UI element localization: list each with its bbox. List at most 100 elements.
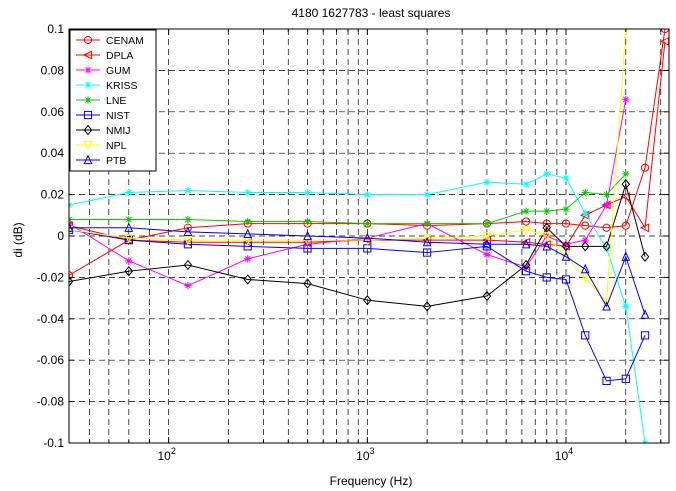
- data-point: [183, 226, 193, 236]
- data-point: [184, 215, 192, 224]
- legend-label: PTB: [106, 155, 126, 167]
- data-point: [82, 50, 93, 60]
- data-point: [243, 274, 252, 285]
- data-point: [422, 301, 432, 312]
- data-point: [244, 188, 252, 197]
- y-tick-label: 0.04: [41, 146, 65, 160]
- data-point: [124, 233, 134, 244]
- data-point: [580, 241, 590, 252]
- legend-box: [69, 29, 157, 172]
- data-point: [622, 170, 630, 178]
- legend-label: NMIJ: [106, 125, 131, 137]
- legend-item-gum: GUM: [76, 65, 131, 77]
- series-line: [69, 41, 666, 247]
- data-point: [482, 238, 492, 249]
- data-point: [243, 242, 252, 251]
- data-point: [183, 236, 193, 246]
- data-point: [602, 223, 611, 232]
- series-nist: [69, 225, 650, 385]
- data-point: [581, 188, 589, 197]
- data-point: [125, 188, 133, 197]
- chart-title: 4180 1627783 - least squares: [292, 6, 451, 20]
- legend-label: GUM: [106, 65, 131, 77]
- data-point: [423, 219, 431, 228]
- data-point: [303, 236, 312, 246]
- data-point: [482, 290, 492, 302]
- legend-item-lne: LNE: [76, 95, 126, 107]
- data-point: [483, 178, 491, 186]
- data-point: [124, 236, 133, 245]
- data-point: [660, 29, 669, 34]
- data-point: [522, 217, 531, 226]
- data-point: [84, 66, 92, 74]
- data-point: [69, 222, 74, 232]
- data-point: [303, 230, 312, 241]
- legend-item-nmij: NMIJ: [76, 124, 131, 137]
- data-point: [542, 273, 551, 282]
- data-point: [83, 124, 93, 136]
- data-point: [69, 276, 74, 287]
- data-point: [561, 219, 571, 228]
- tick-layer: -0.1 -0.08 -0.06 -0.04 -0.02 0 0.02 0.04 0.06 0.0…: [37, 22, 669, 463]
- data-point: [621, 251, 631, 261]
- data-point: [621, 179, 631, 190]
- series-line: [69, 99, 627, 287]
- data-point: [183, 240, 193, 249]
- y-tick-label: -0.06: [37, 353, 65, 367]
- data-point: [362, 232, 372, 243]
- data-point: [423, 191, 431, 199]
- data-point: [423, 248, 432, 257]
- data-point: [639, 223, 650, 233]
- data-point: [522, 207, 530, 215]
- data-point: [542, 240, 552, 251]
- y-tick-label: 0.08: [41, 63, 65, 77]
- y-tick-label: -0.1: [43, 436, 64, 450]
- data-point: [84, 81, 92, 89]
- series-clip-group: [69, 29, 669, 443]
- series-lne: [69, 170, 630, 228]
- series-line: [69, 227, 646, 315]
- data-point: [481, 235, 492, 245]
- data-point: [124, 266, 134, 277]
- data-point: [483, 219, 491, 228]
- data-point: [561, 251, 571, 261]
- series-ptb: [69, 222, 650, 319]
- data-point: [622, 302, 630, 310]
- data-point: [602, 376, 611, 385]
- y-axis-label: di (dB): [11, 222, 25, 257]
- data-point: [83, 140, 93, 151]
- data-point: [183, 223, 193, 232]
- legend-item-kriss: KRISS: [76, 80, 138, 92]
- data-point: [562, 174, 570, 182]
- legend-label: NIST: [106, 110, 131, 122]
- y-tick-label: 0.1: [47, 22, 64, 36]
- data-point: [640, 331, 650, 340]
- data-point: [483, 251, 491, 259]
- data-point: [580, 273, 590, 283]
- series-line: [69, 173, 646, 443]
- legend-item-ptb: PTB: [76, 154, 126, 167]
- data-point: [602, 201, 611, 209]
- data-point: [303, 278, 312, 289]
- data-point: [69, 225, 74, 236]
- series-line: [69, 182, 646, 307]
- data-point: [542, 231, 552, 242]
- data-point: [303, 217, 312, 226]
- data-point: [543, 207, 551, 215]
- data-point: [482, 231, 492, 242]
- data-point: [621, 374, 630, 383]
- series-line: [69, 229, 646, 382]
- data-point: [581, 209, 589, 217]
- legend-label: LNE: [106, 95, 126, 107]
- y-tick-label: -0.02: [37, 270, 65, 284]
- data-point: [602, 191, 611, 199]
- data-point: [244, 255, 252, 263]
- legend-label: NPL: [106, 140, 127, 152]
- y-tick-label: 0.06: [41, 105, 65, 119]
- data-point: [243, 236, 253, 246]
- x-axis-label: Frequency (Hz): [330, 474, 413, 488]
- data-point: [621, 221, 630, 230]
- data-point: [581, 236, 589, 244]
- data-point: [125, 215, 133, 224]
- legend-item-dpla: DPLA: [76, 50, 133, 62]
